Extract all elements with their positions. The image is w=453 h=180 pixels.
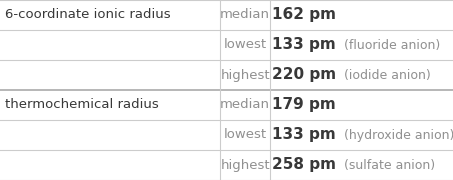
Text: highest: highest xyxy=(220,69,270,82)
Text: 6-coordinate ionic radius: 6-coordinate ionic radius xyxy=(5,8,170,21)
Text: (fluoride anion): (fluoride anion) xyxy=(344,39,440,51)
Text: lowest: lowest xyxy=(223,39,267,51)
Text: 258 pm: 258 pm xyxy=(272,158,336,172)
Text: 133 pm: 133 pm xyxy=(272,127,336,143)
Text: median: median xyxy=(220,8,270,21)
Text: (hydroxide anion): (hydroxide anion) xyxy=(344,129,453,141)
Text: 162 pm: 162 pm xyxy=(272,8,336,22)
Text: 220 pm: 220 pm xyxy=(272,68,337,82)
Text: 179 pm: 179 pm xyxy=(272,98,336,112)
Text: thermochemical radius: thermochemical radius xyxy=(5,98,158,111)
Text: (iodide anion): (iodide anion) xyxy=(344,69,431,82)
Text: (sulfate anion): (sulfate anion) xyxy=(344,159,435,172)
Text: 133 pm: 133 pm xyxy=(272,37,336,53)
Text: highest: highest xyxy=(220,159,270,172)
Text: median: median xyxy=(220,98,270,111)
Text: lowest: lowest xyxy=(223,129,267,141)
